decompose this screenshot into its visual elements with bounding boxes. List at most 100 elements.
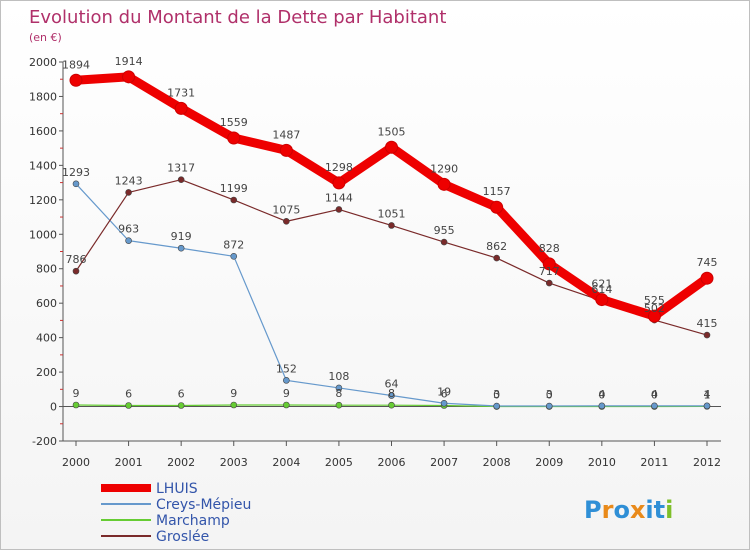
series-points [69, 70, 714, 410]
data-point [283, 218, 290, 225]
data-point [437, 177, 451, 191]
data-label: 1317 [167, 162, 195, 175]
data-label: 1559 [220, 116, 248, 129]
legend-label: Marchamp [156, 513, 230, 529]
data-label: 525 [644, 294, 665, 307]
data-point [230, 401, 238, 409]
y-tick-label: -200 [32, 435, 57, 448]
data-label: 3 [493, 388, 500, 401]
data-point [332, 176, 346, 190]
data-label: 19 [437, 385, 451, 398]
data-point [490, 200, 504, 214]
x-tick-label: 2003 [220, 456, 248, 469]
y-tick-label: 1600 [29, 125, 57, 138]
data-label: 1199 [220, 182, 248, 195]
data-point [125, 189, 132, 196]
data-label: 717 [539, 265, 560, 278]
legend-label: LHUIS [156, 481, 198, 497]
y-tick-label: 800 [36, 263, 57, 276]
x-tick-label: 2009 [535, 456, 563, 469]
data-label: 621 [591, 278, 612, 291]
data-point [388, 392, 395, 399]
chart-subtitle: (en €) [29, 31, 62, 44]
data-label: 1731 [167, 86, 195, 99]
x-tick-label: 2000 [62, 456, 90, 469]
series-line [71, 72, 712, 321]
data-point [230, 196, 238, 204]
x-tick-label: 2008 [483, 456, 511, 469]
x-tick-label: 2005 [325, 456, 353, 469]
data-point [177, 244, 185, 252]
y-tick-label: 200 [36, 366, 57, 379]
data-point [440, 238, 448, 246]
data-label: 152 [276, 362, 297, 375]
data-point [545, 279, 553, 287]
data-point [493, 402, 500, 410]
data-point [72, 401, 80, 409]
data-label: 0 [598, 389, 605, 402]
data-label: 9 [283, 387, 290, 400]
y-tick-label: 1200 [29, 194, 57, 207]
data-label: 786 [66, 253, 87, 266]
data-label: 1505 [378, 125, 406, 138]
data-label: 9 [73, 387, 80, 400]
data-label: 1157 [483, 185, 511, 198]
y-tick-label: 1400 [29, 159, 57, 172]
data-point [703, 402, 711, 410]
data-point [493, 254, 500, 262]
data-label: 963 [118, 223, 139, 236]
data-point [283, 377, 290, 384]
data-label: 3 [546, 388, 553, 401]
data-label: 828 [539, 242, 560, 255]
data-label: 1290 [430, 162, 458, 175]
data-label: 0 [493, 389, 500, 402]
data-point [385, 140, 398, 154]
data-point [647, 309, 661, 323]
data-point [230, 253, 238, 260]
data-point [335, 401, 343, 409]
data-label: 1075 [272, 203, 300, 216]
data-label: 108 [328, 370, 349, 383]
data-point [651, 402, 658, 410]
x-tick-label: 2007 [430, 456, 458, 469]
y-tick-label: 0 [50, 401, 57, 414]
data-point [227, 131, 241, 145]
data-point [125, 237, 132, 244]
data-label: 1298 [325, 161, 353, 174]
x-tick-label: 2002 [167, 456, 195, 469]
data-label: 64 [385, 378, 399, 391]
data-label: 862 [486, 240, 507, 253]
data-label: 1293 [62, 166, 90, 179]
data-label: 1487 [272, 128, 300, 141]
data-label: 4 [651, 388, 658, 401]
data-labels: 9 6 6 9 9 8 8 6 0 0 0 0 1 1293 963 919 872 152 108 64 19 3 3 4 4… [62, 55, 718, 402]
y-tick-label: 2000 [29, 56, 57, 69]
data-label: 872 [223, 238, 244, 251]
data-point [122, 70, 136, 84]
data-point [542, 257, 556, 271]
y-tick-label: 1000 [29, 228, 57, 241]
data-point [335, 384, 343, 392]
data-label: 4 [598, 388, 605, 401]
data-label: 0 [546, 389, 553, 402]
data-point [703, 331, 711, 339]
y-tick-label: 400 [36, 332, 57, 345]
data-label: 9 [230, 387, 237, 400]
data-label: 1144 [325, 191, 353, 204]
x-tick-label: 2001 [115, 456, 143, 469]
data-label: 415 [697, 317, 718, 330]
x-tick-label: 2012 [693, 456, 721, 469]
data-label: 6 [441, 388, 448, 401]
data-label: 8 [335, 387, 342, 400]
data-point [125, 402, 132, 409]
data-label: 6 [178, 388, 185, 401]
data-label: 1051 [378, 207, 406, 220]
series-line [75, 179, 708, 336]
data-point [72, 267, 80, 275]
y-tick-label: 1800 [29, 90, 57, 103]
data-point [545, 402, 553, 410]
legend-label: Groslée [156, 529, 209, 545]
axes: -200 0 200 400 6 0 0 800 1000 1200 1400 1600 1800 200… [29, 56, 721, 469]
